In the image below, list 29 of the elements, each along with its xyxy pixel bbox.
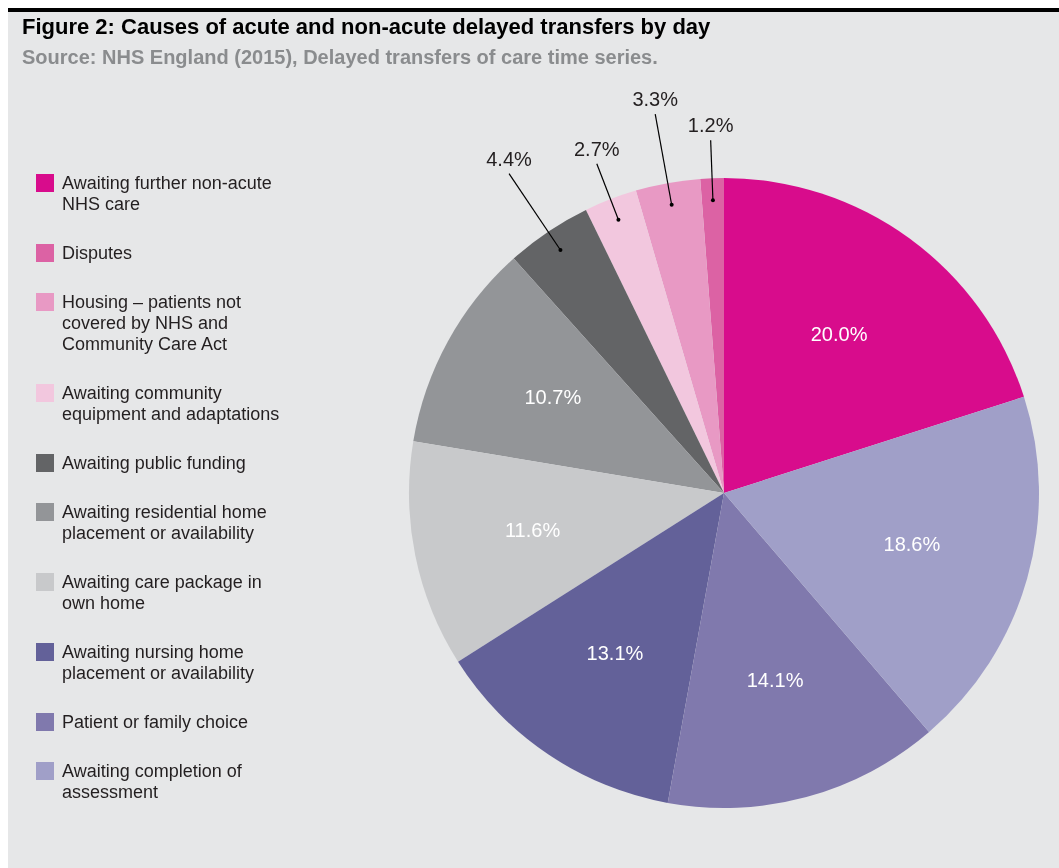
data-label: 14.1% bbox=[746, 668, 804, 691]
chart-subtitle: Source: NHS England (2015), Delayed transfers of care time series. bbox=[22, 46, 658, 68]
legend-label: Awaiting residential home placement or availability bbox=[62, 502, 267, 543]
pie-slice bbox=[585, 190, 724, 493]
pie-slice bbox=[513, 209, 724, 493]
data-label: 1.2% bbox=[687, 114, 734, 137]
legend-label: Awaiting community equipment and adaptations bbox=[62, 383, 280, 424]
legend-label: Disputes bbox=[62, 243, 133, 263]
chart-title: Figure 2: Causes of acute and non-acute delayed transfers by day bbox=[22, 14, 712, 39]
pie-slice bbox=[724, 396, 1039, 733]
data-label: 2.7% bbox=[573, 137, 620, 160]
legend-label: Awaiting nursing home placement or availability bbox=[62, 642, 255, 683]
data-label: 10.7% bbox=[524, 386, 582, 409]
legend-label: Awaiting care package in own home bbox=[62, 572, 262, 613]
pie-slice bbox=[724, 178, 1024, 493]
pie-slice bbox=[413, 258, 724, 493]
data-label: 20.0% bbox=[810, 322, 868, 345]
data-label: 4.4% bbox=[486, 147, 533, 170]
data-label: 18.6% bbox=[883, 533, 941, 556]
pie-slice bbox=[635, 178, 724, 493]
legend-label: Housing – patients not covered by NHS and Community Care Act bbox=[62, 292, 242, 354]
legend-label: Awaiting further non-acute NHS care bbox=[62, 173, 272, 214]
legend-label: Awaiting public funding bbox=[62, 453, 246, 473]
legend-label: Awaiting completion of assessment bbox=[62, 761, 243, 802]
data-label: 3.3% bbox=[632, 88, 679, 111]
data-label: 13.1% bbox=[586, 642, 644, 665]
pie-slice bbox=[458, 493, 724, 803]
legend-label: Patient or family choice bbox=[62, 712, 249, 732]
pie-slice bbox=[409, 441, 724, 662]
